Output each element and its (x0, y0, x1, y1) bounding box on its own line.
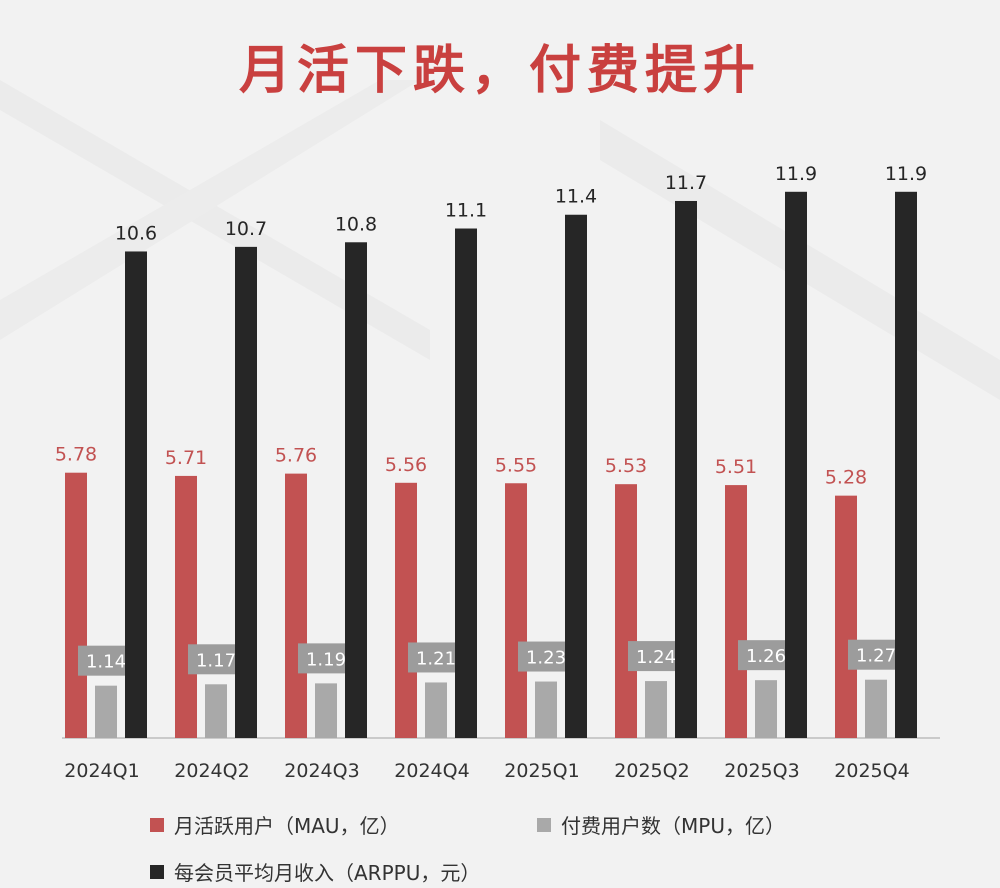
label-box-mpu-2024Q2 (188, 644, 244, 675)
data-label-mau-2024Q2: 5.71 (165, 447, 207, 469)
data-label-mau-2024Q4: 5.56 (385, 454, 427, 476)
bar-mpu-2024Q2 (205, 684, 227, 738)
bar-mpu-2024Q1 (95, 685, 117, 738)
bar-mau-2024Q4 (395, 482, 417, 738)
x-tick-label-2025Q4: 2025Q4 (834, 760, 909, 782)
bar-arppu-2025Q1 (565, 214, 587, 739)
data-label-mpu-2025Q4: 1.27 (856, 646, 896, 667)
label-box-mpu-2025Q2 (628, 641, 684, 672)
label-box-mpu-2024Q1 (78, 645, 134, 676)
bar-arppu-2024Q1 (125, 251, 147, 738)
bar-mau-2024Q1 (65, 472, 87, 738)
x-tick-label-2025Q3: 2025Q3 (724, 760, 799, 782)
bar-arppu-2024Q3 (345, 242, 367, 738)
data-label-mau-2024Q1: 5.78 (55, 444, 97, 466)
bar-mpu-2024Q3 (315, 683, 337, 738)
bar-mpu-2024Q4 (425, 682, 447, 738)
bar-mpu-2025Q3 (755, 680, 777, 738)
bar-arppu-2025Q2 (675, 200, 697, 739)
data-label-mau-2025Q4: 5.28 (825, 467, 867, 489)
bar-mpu-2025Q1 (535, 681, 557, 738)
data-label-mau-2025Q3: 5.51 (715, 456, 757, 478)
bar-arppu-2024Q2 (235, 246, 257, 738)
bar-arppu-2025Q3 (785, 191, 807, 739)
bar-mau-2024Q2 (175, 475, 197, 738)
bar-mau-2025Q1 (505, 483, 527, 738)
x-tick-label-2024Q1: 2024Q1 (64, 760, 139, 782)
data-label-arppu-2024Q3: 10.8 (335, 213, 377, 235)
data-label-mpu-2024Q4: 1.21 (416, 648, 456, 669)
data-label-mau-2024Q3: 5.76 (275, 445, 317, 467)
label-box-mpu-2024Q3 (298, 643, 354, 674)
data-label-mpu-2025Q1: 1.23 (526, 648, 566, 669)
data-label-arppu-2024Q4: 11.1 (445, 200, 487, 222)
data-label-mpu-2024Q2: 1.17 (196, 650, 236, 671)
data-label-arppu-2025Q4: 11.9 (885, 163, 927, 185)
x-tick-label-2024Q3: 2024Q3 (284, 760, 359, 782)
data-label-arppu-2024Q2: 10.7 (225, 218, 267, 240)
label-box-mpu-2025Q4 (848, 639, 904, 670)
data-label-mpu-2025Q2: 1.24 (636, 647, 676, 668)
data-label-arppu-2025Q1: 11.4 (555, 186, 597, 208)
chart-title: 月活下跌，付费提升 (238, 41, 761, 101)
data-label-arppu-2025Q2: 11.7 (665, 172, 707, 194)
bar-mau-2025Q3 (725, 485, 747, 738)
data-label-arppu-2025Q3: 11.9 (775, 163, 817, 185)
bar-mpu-2025Q2 (645, 681, 667, 738)
data-label-mpu-2024Q1: 1.14 (86, 652, 126, 673)
bar-arppu-2025Q4 (895, 191, 917, 739)
x-tick-label-2025Q2: 2025Q2 (614, 760, 689, 782)
x-tick-label-2025Q1: 2025Q1 (504, 760, 579, 782)
label-box-mpu-2024Q4 (408, 642, 464, 673)
data-label-mpu-2024Q3: 1.19 (306, 649, 346, 670)
label-box-mpu-2025Q1 (518, 641, 574, 672)
data-label-mpu-2025Q3: 1.26 (746, 646, 786, 667)
data-label-arppu-2024Q1: 10.6 (115, 222, 157, 244)
bar-arppu-2024Q4 (455, 228, 477, 738)
x-tick-label-2024Q4: 2024Q4 (394, 760, 469, 782)
data-label-mau-2025Q2: 5.53 (605, 455, 647, 477)
bar-mpu-2025Q4 (865, 679, 887, 738)
label-box-mpu-2025Q3 (738, 640, 794, 671)
bar-mau-2025Q4 (835, 495, 857, 738)
bar-mau-2025Q2 (615, 484, 637, 738)
data-label-mau-2025Q1: 5.55 (495, 454, 537, 476)
x-tick-label-2024Q2: 2024Q2 (174, 760, 249, 782)
bar-mau-2024Q3 (285, 473, 307, 738)
